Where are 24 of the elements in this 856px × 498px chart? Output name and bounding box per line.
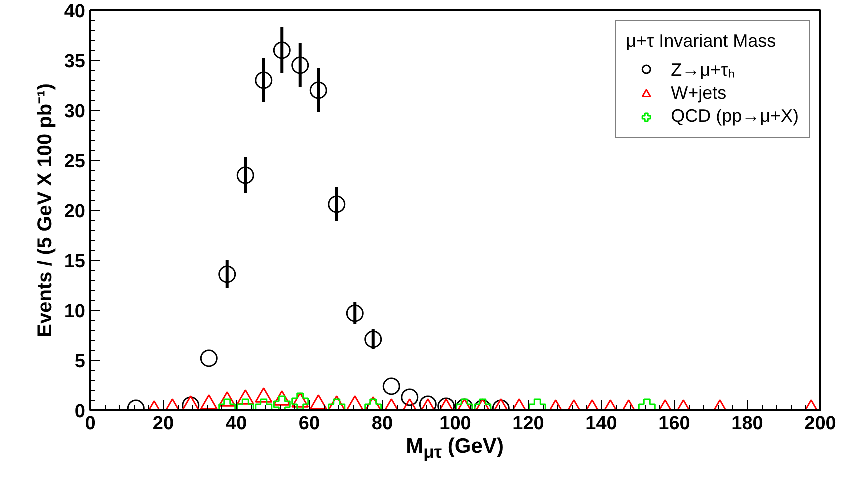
legend-title: μ+τ Invariant Mass — [626, 31, 778, 52]
y-tick-label: 10 — [64, 302, 86, 322]
x-tick-label: 40 — [226, 414, 248, 434]
legend-label: W+jets — [671, 83, 727, 104]
legend-label: QCD (pp→μ+X) — [671, 106, 799, 127]
x-tick-label: 140 — [586, 414, 618, 434]
x-tick-label: 160 — [658, 414, 690, 434]
x-axis-title: M$_{μτ}$ (GeV) — [406, 435, 504, 462]
x-tick-label: 20 — [152, 414, 174, 434]
y-tick-label: 35 — [64, 52, 86, 72]
x-tick-label: 180 — [732, 414, 764, 434]
y-tick-label: 15 — [64, 252, 86, 272]
y-tick-label: 5 — [74, 352, 86, 372]
x-tick-label: 120 — [512, 414, 544, 434]
y-axis-title: Events / (5 GeV X 100 pb⁻¹) — [34, 84, 56, 338]
x-tick-label: 60 — [298, 414, 320, 434]
y-tick-label: 40 — [64, 2, 86, 22]
x-tick-label: 100 — [440, 414, 472, 434]
y-tick-label: 25 — [64, 152, 86, 172]
y-tick-label: 20 — [64, 202, 86, 222]
x-tick-label: 200 — [804, 414, 836, 434]
x-tick-label: 80 — [372, 414, 394, 434]
legend-label: Z→μ+τₕ — [671, 59, 736, 81]
y-tick-label: 30 — [64, 102, 86, 122]
